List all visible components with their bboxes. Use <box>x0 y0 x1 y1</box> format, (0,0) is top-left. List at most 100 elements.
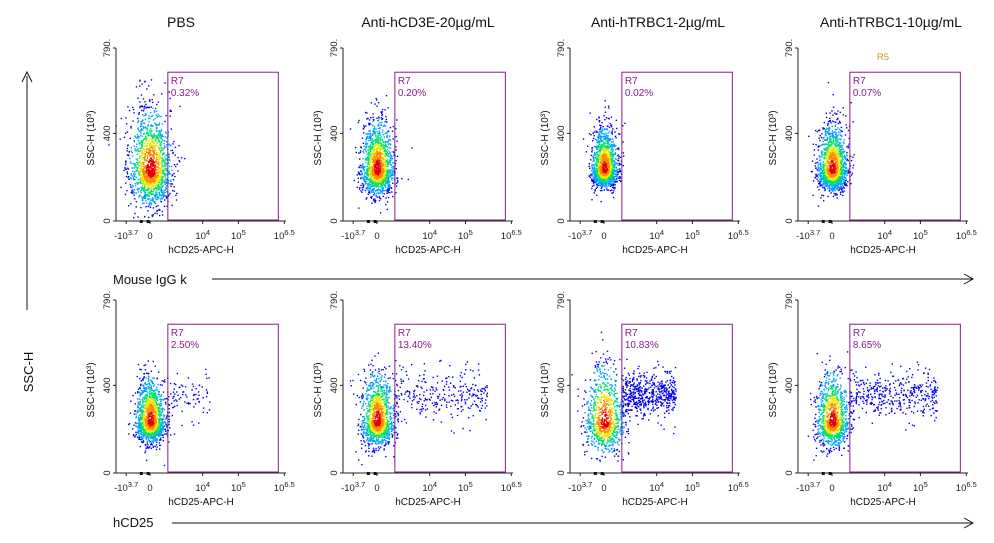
event-dot <box>151 204 152 205</box>
event-dot <box>372 179 373 180</box>
event-dot <box>370 184 371 185</box>
event-dot <box>149 153 150 154</box>
event-dot <box>158 179 159 180</box>
event-dot <box>147 135 148 136</box>
event-dot <box>607 141 608 142</box>
x-axis-marker <box>147 220 150 223</box>
event-dot <box>157 176 158 177</box>
event-dot <box>154 173 155 174</box>
event-dot <box>155 174 156 175</box>
event-dot <box>385 146 386 147</box>
x-tick-label: -103.7 <box>114 228 138 242</box>
event-dot <box>156 141 157 142</box>
event-dot <box>615 136 616 137</box>
event-dot <box>613 144 614 145</box>
event-dot <box>142 159 143 160</box>
event-dot <box>618 177 619 178</box>
event-dot <box>616 181 617 182</box>
event-dot <box>160 145 161 146</box>
event-dot <box>381 117 382 118</box>
event-dot <box>156 172 157 173</box>
event-dot <box>378 123 379 124</box>
event-dot <box>145 136 146 137</box>
event-dot <box>614 178 615 179</box>
event-dot <box>606 158 607 159</box>
event-dot <box>358 167 359 168</box>
event-dot <box>387 137 388 138</box>
event-dot <box>150 164 151 165</box>
event-dot <box>596 176 597 177</box>
event-dot <box>150 193 151 194</box>
event-dot <box>365 162 366 163</box>
y-tick-label: 400 <box>556 125 567 141</box>
event-dot <box>136 192 137 193</box>
event-dot <box>619 178 620 179</box>
event-dot <box>151 79 152 80</box>
event-dot <box>594 155 595 156</box>
event-dot <box>612 167 613 168</box>
event-dot <box>389 136 390 137</box>
event-dot <box>172 150 173 151</box>
event-dot <box>150 126 151 127</box>
event-dot <box>606 138 607 139</box>
event-dot <box>140 170 141 171</box>
event-dot <box>368 175 369 176</box>
x-axis-label: hCD25-APC-H <box>850 245 916 256</box>
event-dot <box>136 158 137 159</box>
event-dot <box>608 156 609 157</box>
event-dot <box>384 109 385 110</box>
event-dot <box>132 167 133 168</box>
event-dot <box>610 144 611 145</box>
event-dot <box>596 148 597 149</box>
event-dot <box>596 152 597 153</box>
event-dot <box>590 112 591 113</box>
event-dot <box>143 134 144 135</box>
event-dot <box>364 145 365 146</box>
event-dot <box>377 169 378 170</box>
event-dot <box>383 184 384 185</box>
event-dot <box>600 182 601 183</box>
event-dot <box>138 162 139 163</box>
event-dot <box>609 171 610 172</box>
event-dot <box>148 205 149 206</box>
event-dot <box>370 188 371 189</box>
event-dot <box>600 127 601 128</box>
event-dot <box>379 175 380 176</box>
event-dot <box>612 174 613 175</box>
event-dot <box>142 153 143 154</box>
event-dot <box>139 158 140 159</box>
event-dot <box>594 190 595 191</box>
event-dot <box>148 161 149 162</box>
event-dot <box>156 166 157 167</box>
event-dot <box>592 167 593 168</box>
event-dot <box>160 183 161 184</box>
event-dot <box>597 174 598 175</box>
event-dot <box>612 155 613 156</box>
event-dot <box>160 195 161 196</box>
event-dot <box>609 143 610 144</box>
event-dot <box>143 175 144 176</box>
event-dot <box>140 106 141 107</box>
event-dot <box>371 198 372 199</box>
event-dot <box>596 153 597 154</box>
event-dot <box>156 189 157 190</box>
event-dot <box>375 190 376 191</box>
event-dot <box>591 151 592 152</box>
event-dot <box>139 101 140 102</box>
event-dot <box>843 107 844 108</box>
event-dot <box>138 140 139 141</box>
event-dot <box>363 151 364 152</box>
event-dot <box>150 207 151 208</box>
event-dot <box>608 182 609 183</box>
event-dot <box>605 107 606 108</box>
event-dot <box>366 198 367 199</box>
event-dot <box>597 153 598 154</box>
x-axis-marker <box>367 220 370 223</box>
event-dot <box>161 201 162 202</box>
event-dot <box>127 106 128 107</box>
event-dot <box>161 190 162 191</box>
event-dot <box>362 187 363 188</box>
x-tick-label: -103.7 <box>341 228 365 242</box>
event-dot <box>612 181 613 182</box>
event-dot <box>165 170 166 171</box>
